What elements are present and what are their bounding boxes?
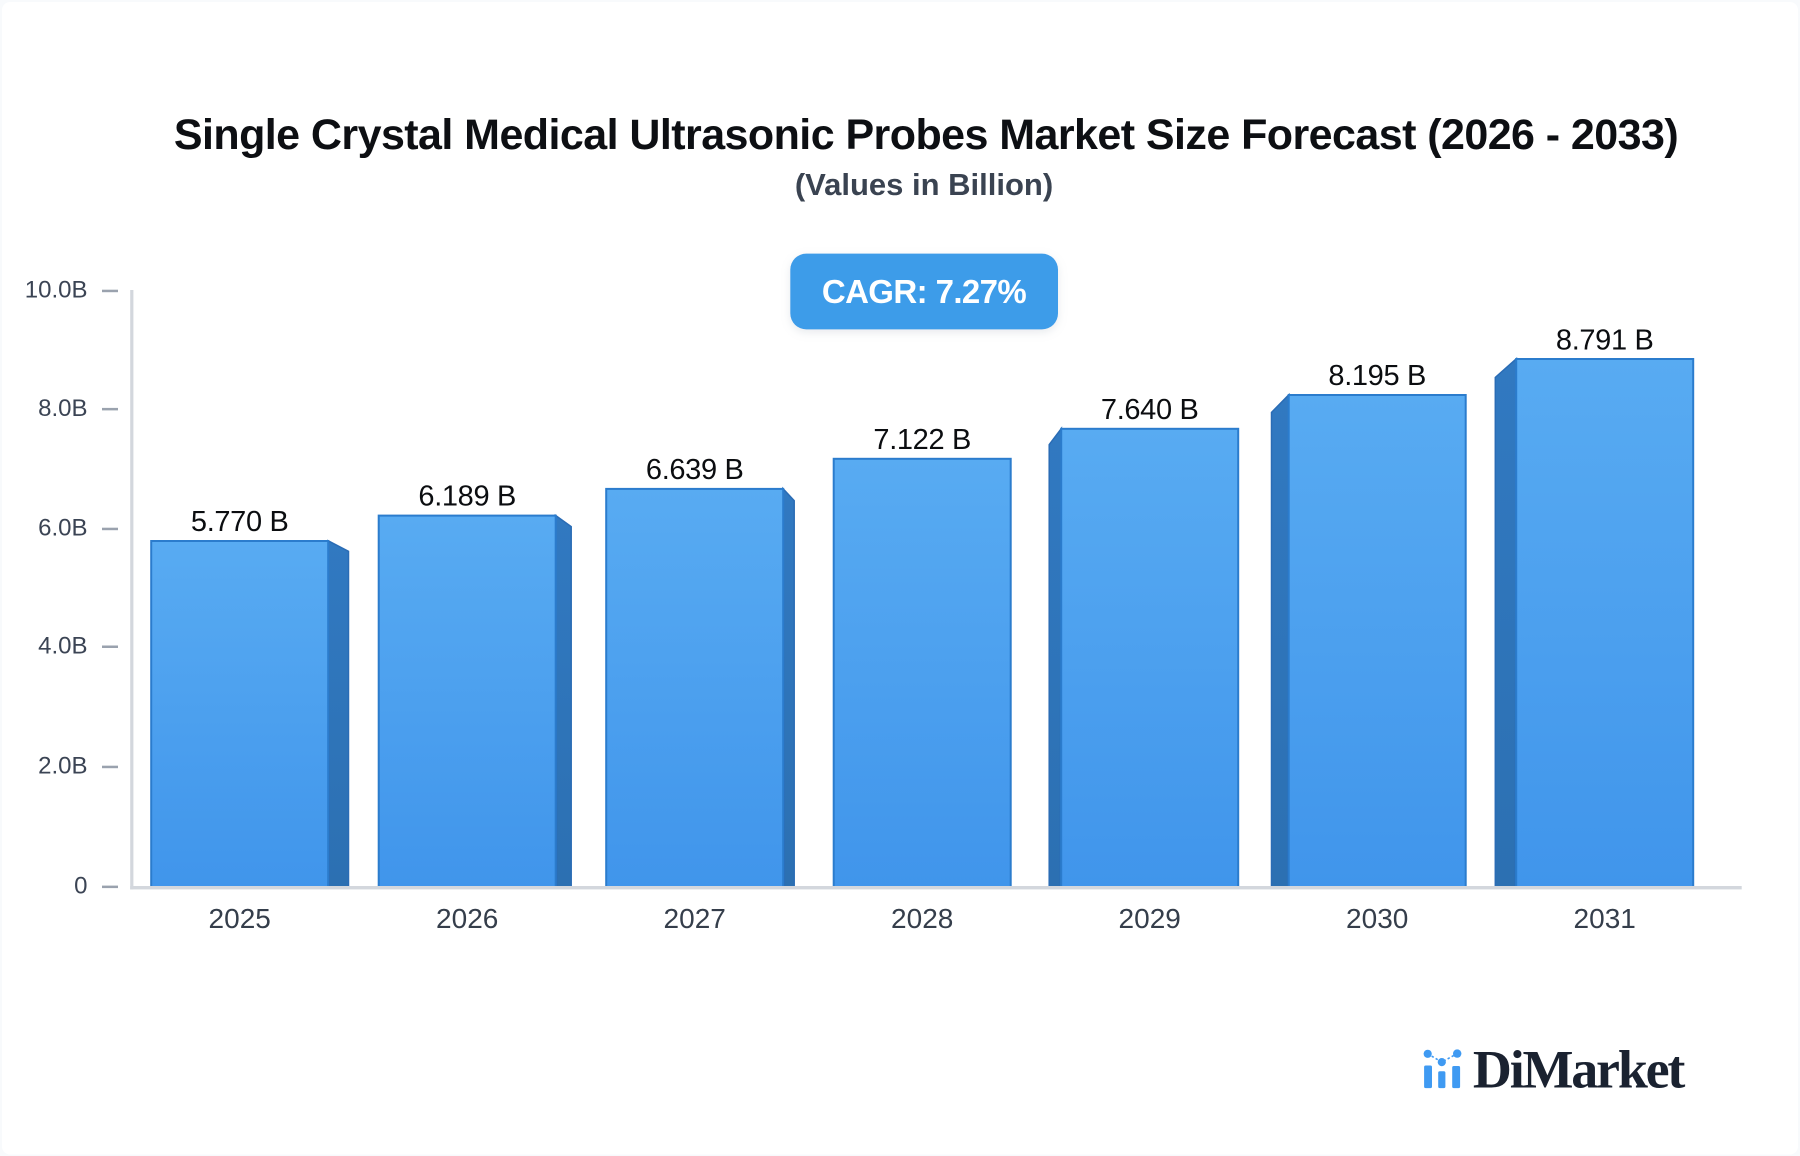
svg-text:10.0B: 10.0B [25, 277, 88, 304]
svg-text:4.0B: 4.0B [38, 633, 87, 660]
svg-text:2031: 2031 [1574, 903, 1636, 934]
svg-text:7.122 B: 7.122 B [873, 424, 971, 456]
svg-text:8.0B: 8.0B [38, 395, 87, 422]
svg-text:CAGR: 7.27%: CAGR: 7.27% [822, 273, 1027, 310]
svg-text:Single Crystal Medical Ultraso: Single Crystal Medical Ultrasonic Probes… [174, 111, 1678, 159]
svg-text:(Values in Billion): (Values in Billion) [795, 167, 1053, 202]
svg-text:2029: 2029 [1119, 903, 1181, 934]
svg-text:2.0B: 2.0B [38, 753, 87, 780]
svg-text:2030: 2030 [1346, 903, 1408, 934]
svg-text:DiMarket: DiMarket [1473, 1040, 1686, 1100]
svg-text:2028: 2028 [891, 903, 953, 934]
svg-text:2025: 2025 [209, 903, 271, 934]
svg-text:2026: 2026 [436, 903, 498, 934]
svg-text:6.639 B: 6.639 B [646, 454, 744, 486]
svg-text:6.0B: 6.0B [38, 515, 87, 542]
svg-text:8.791 B: 8.791 B [1556, 325, 1654, 357]
svg-text:0: 0 [74, 873, 87, 900]
svg-text:6.189 B: 6.189 B [418, 481, 516, 513]
svg-text:2027: 2027 [664, 903, 726, 934]
svg-text:7.640 B: 7.640 B [1101, 394, 1199, 426]
svg-text:8.195 B: 8.195 B [1328, 360, 1426, 392]
svg-text:5.770 B: 5.770 B [191, 506, 289, 538]
